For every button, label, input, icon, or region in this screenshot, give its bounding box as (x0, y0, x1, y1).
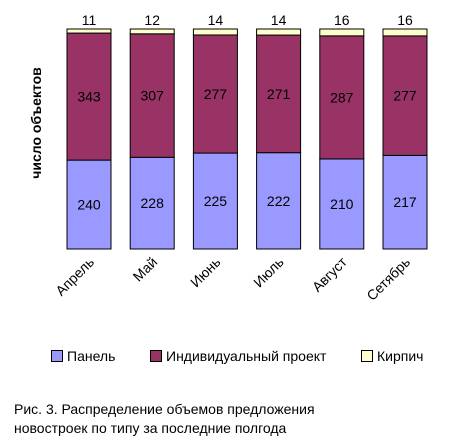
data-label-panel-5: 210 (330, 196, 354, 212)
category-label-4: Июль (250, 254, 287, 291)
data-label-individual-3: 277 (204, 86, 228, 102)
bar-brick-4 (256, 28, 302, 36)
data-label-individual-2: 307 (141, 88, 165, 104)
data-label-panel-4: 222 (267, 193, 291, 209)
data-label-panel-1: 240 (77, 197, 101, 213)
legend-item-brick: Кирпич (361, 347, 423, 365)
data-label-individual-6: 277 (393, 88, 417, 104)
data-label-brick-2: 12 (144, 12, 160, 28)
bar-panel-5 (319, 158, 365, 250)
figure-caption: Рис. 3. Распределение объемов предложени… (14, 400, 444, 438)
bar-brick-6 (382, 28, 428, 37)
bar-brick-2 (129, 28, 175, 35)
data-label-individual-4: 271 (267, 86, 291, 102)
data-label-brick-6: 16 (397, 12, 413, 28)
bar-panel-6 (382, 154, 428, 250)
category-labels-layer: Апрель Май Июнь Июль Август Сетябрь (52, 253, 413, 303)
data-label-brick-1: 11 (82, 12, 97, 28)
data-label-panel-2: 228 (141, 195, 165, 211)
legend-swatch-individual (150, 350, 162, 362)
bar-panel-4 (256, 152, 302, 250)
bar-panel-3 (192, 152, 238, 250)
data-label-panel-6: 217 (393, 194, 417, 210)
category-label-5: Август (309, 253, 351, 295)
bar-brick-5 (319, 28, 365, 37)
bar-brick-3 (192, 28, 238, 36)
category-label-6: Сетябрь (363, 254, 413, 304)
data-label-brick-3: 14 (208, 12, 224, 28)
legend-label-individual: Индивидуальный проект (166, 348, 327, 364)
legend-label-brick: Кирпич (377, 348, 424, 364)
bars-layer (66, 28, 428, 250)
legend-label-panel: Панель (67, 348, 116, 364)
data-label-individual-5: 287 (330, 89, 354, 105)
data-label-brick-4: 14 (271, 12, 287, 28)
bar-individual-2 (129, 33, 175, 158)
bar-individual-1 (66, 32, 112, 161)
category-label-1: Апрель (52, 254, 97, 299)
category-label-3: Июнь (187, 254, 223, 290)
legend-item-panel: Панель (51, 347, 115, 365)
legend-swatch-panel (51, 350, 63, 362)
stacked-bar-chart: 240 343 11 228 307 12 225 277 14 222 271 14 210 287 16… (28, 12, 428, 304)
caption-line-2: новостроек по типу за последние полгода (14, 420, 287, 436)
legend-item-individual: Индивидуальный проект (150, 347, 326, 365)
data-label-panel-3: 225 (204, 193, 228, 209)
bar-brick-1 (66, 28, 112, 34)
bar-panel-1 (66, 159, 112, 250)
data-label-individual-1: 343 (77, 89, 101, 105)
bar-individual-5 (319, 35, 365, 160)
category-label-2: Май (130, 254, 161, 285)
bar-individual-4 (256, 34, 302, 154)
y-axis-label: число объектов (28, 67, 44, 179)
bar-individual-3 (192, 34, 238, 154)
data-labels-layer: 240 343 11 228 307 12 225 277 14 222 271 14 210 287 16… (77, 12, 417, 213)
bar-individual-6 (382, 35, 428, 156)
legend-swatch-brick (361, 350, 373, 362)
caption-line-1: Рис. 3. Распределение объемов предложени… (14, 401, 315, 417)
legend: Панель Индивидуальный проект Кирпич (0, 343, 455, 369)
data-label-brick-5: 16 (334, 12, 350, 28)
